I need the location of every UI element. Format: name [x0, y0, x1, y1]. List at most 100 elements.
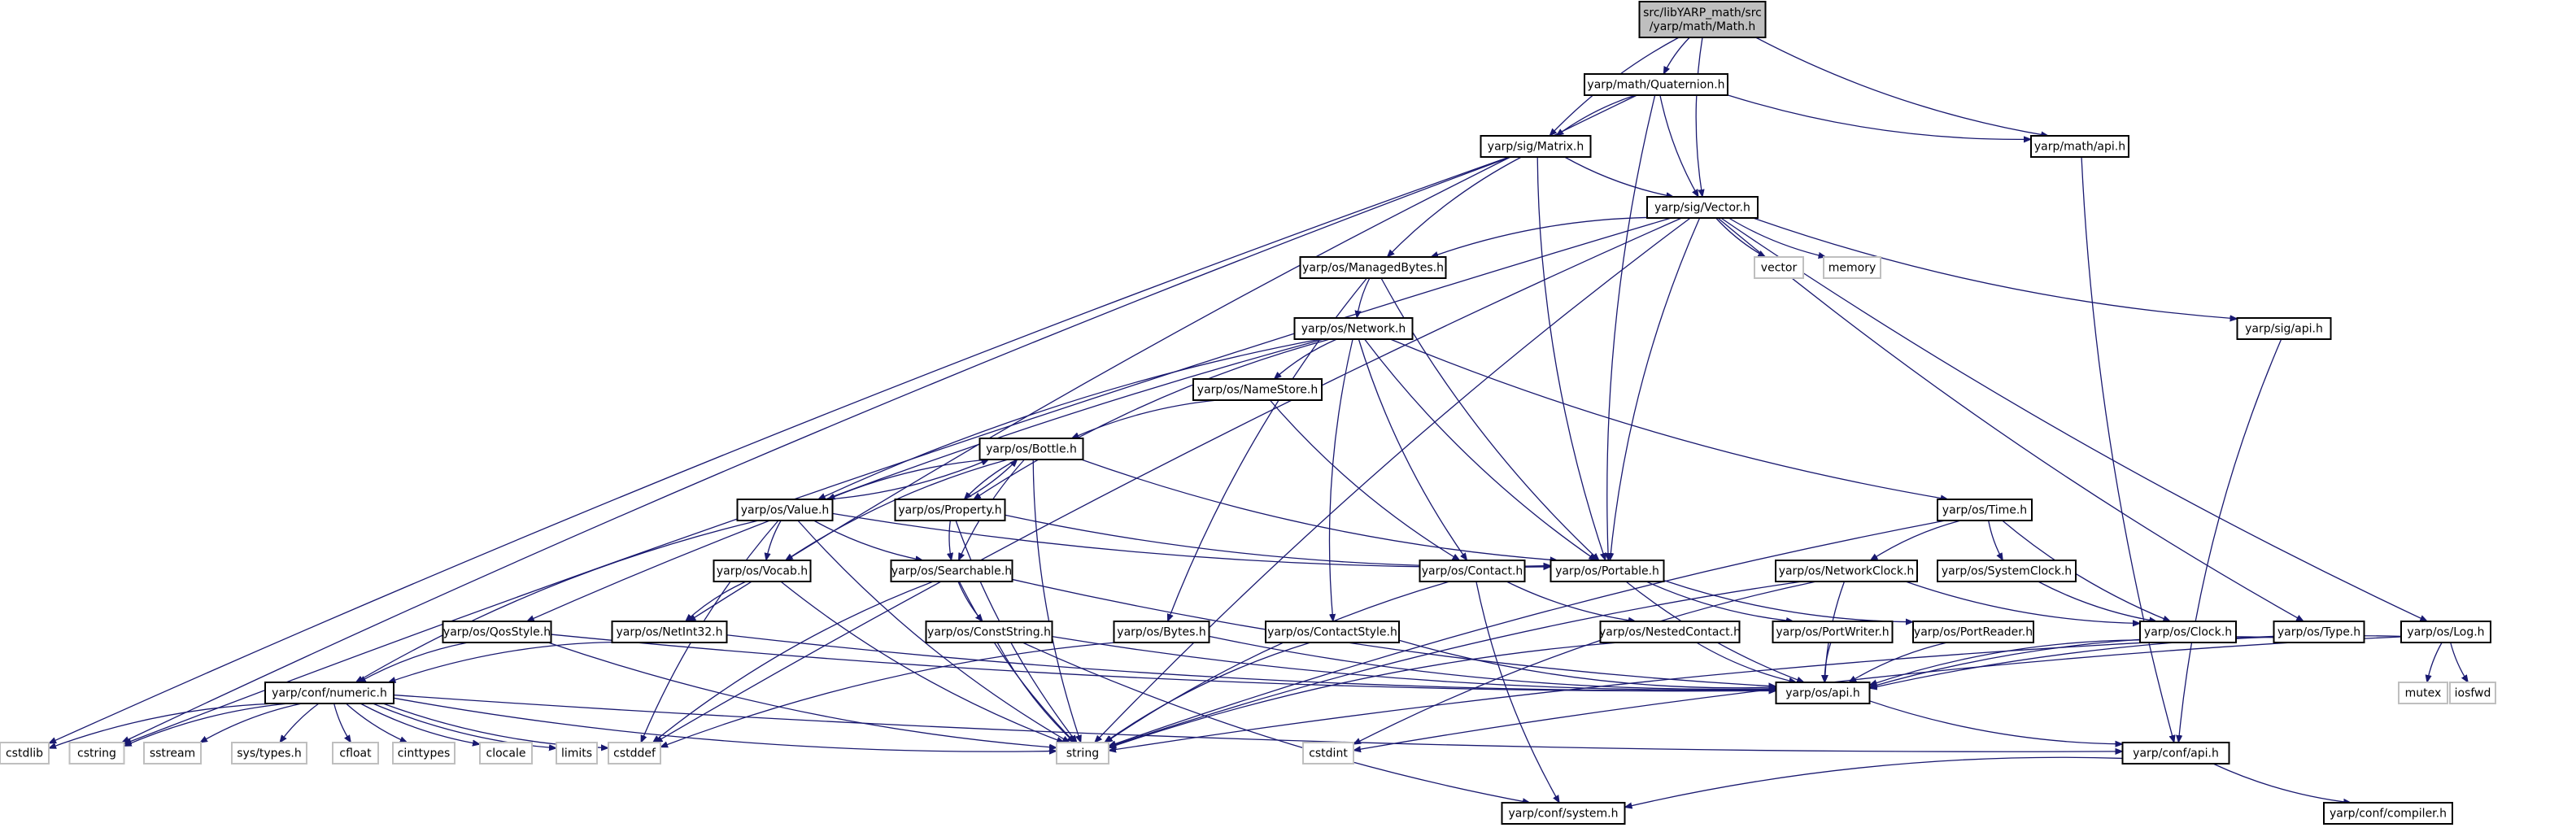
node-label-contact-0: yarp/os/Contact.h — [1422, 564, 1523, 577]
node-portable[interactable]: yarp/os/Portable.h — [1550, 560, 1665, 582]
edge-network-to-contact — [1358, 338, 1467, 560]
node-managed[interactable]: yarp/os/ManagedBytes.h — [1299, 256, 1447, 279]
edge-numeric-to-systypes — [280, 703, 320, 743]
node-qos[interactable]: yarp/os/QosStyle.h — [442, 621, 552, 643]
node-type[interactable]: yarp/os/Type.h — [2273, 621, 2365, 643]
edge-time-to-sysclock — [1988, 520, 2003, 560]
node-box-confsystem — [1501, 802, 1626, 825]
node-numeric[interactable]: yarp/conf/numeric.h — [264, 682, 394, 704]
edge-matrix-to-cstring — [122, 156, 1511, 743]
node-label-mutex-0: mutex — [2405, 686, 2442, 699]
edge-value-to-bottle — [827, 459, 989, 500]
node-sysclock[interactable]: yarp/os/SystemClock.h — [1937, 560, 2077, 582]
node-label-managed-0: yarp/os/ManagedBytes.h — [1302, 261, 1444, 274]
nodes-layer: src/libYARP_math/src/yarp/math/Math.hyar… — [0, 1, 2496, 825]
edge-conststr-to-confsystem — [1022, 642, 1530, 803]
node-quat[interactable]: yarp/math/Quaternion.h — [1584, 73, 1728, 96]
node-time[interactable]: yarp/os/Time.h — [1937, 499, 2033, 521]
node-property[interactable]: yarp/os/Property.h — [894, 499, 1006, 521]
node-cstdlib: cstdlib — [0, 742, 50, 764]
edges-layer — [49, 37, 2468, 808]
edge-numeric-to-cfloat — [333, 703, 351, 743]
node-searchable[interactable]: yarp/os/Searchable.h — [890, 560, 1013, 582]
node-label-vector_std-0: vector — [1761, 261, 1798, 274]
node-box-vector_std — [1754, 256, 1804, 279]
edge-qos-to-numeric — [359, 642, 469, 682]
node-osapi[interactable]: yarp/os/api.h — [1775, 682, 1871, 704]
node-conststr[interactable]: yarp/os/ConstString.h — [925, 621, 1053, 643]
node-confsystem[interactable]: yarp/conf/system.h — [1501, 802, 1626, 825]
edge-vector-to-memory_std — [1728, 217, 1825, 257]
edge-qos-to-string — [547, 642, 1057, 747]
node-label-mathapi-0: yarp/math/api.h — [2034, 140, 2125, 153]
node-box-log — [2400, 621, 2491, 643]
edge-network-to-contactstyle — [1329, 338, 1353, 621]
node-box-matrix — [1480, 135, 1592, 158]
node-box-iosfwd — [2449, 682, 2496, 704]
node-matrix[interactable]: yarp/sig/Matrix.h — [1480, 135, 1592, 158]
edge-bytes-to-osapi — [1209, 635, 1776, 689]
edge-netclock-to-cstdint — [1353, 581, 1817, 745]
node-contactstyle[interactable]: yarp/os/ContactStyle.h — [1265, 621, 1400, 643]
node-nested[interactable]: yarp/os/NestedContact.h — [1599, 621, 1741, 643]
node-systypes: sys/types.h — [231, 742, 307, 764]
edge-bottle-to-value — [828, 459, 989, 500]
edge-vector-to-portable — [1610, 217, 1701, 560]
node-box-portwriter — [1772, 621, 1894, 643]
node-label-limits-0: limits — [561, 747, 592, 760]
node-label-log-0: yarp/os/Log.h — [2407, 625, 2484, 638]
node-label-searchable-0: yarp/os/Searchable.h — [891, 564, 1012, 577]
node-memory_std: memory — [1823, 256, 1881, 279]
edge-log-to-cstdint — [1353, 636, 2402, 751]
node-box-limits — [556, 742, 598, 764]
node-box-contactstyle — [1265, 621, 1400, 643]
node-confcompiler[interactable]: yarp/conf/compiler.h — [2323, 802, 2453, 825]
node-netclock[interactable]: yarp/os/NetworkClock.h — [1775, 560, 1918, 582]
node-portwriter[interactable]: yarp/os/PortWriter.h — [1772, 621, 1894, 643]
node-box-cstddef — [608, 742, 661, 764]
node-box-netint — [611, 621, 728, 643]
node-label-portwriter-0: yarp/os/PortWriter.h — [1776, 625, 1889, 638]
node-namestore[interactable]: yarp/os/NameStore.h — [1192, 378, 1323, 401]
node-box-value — [736, 499, 834, 521]
node-bottle[interactable]: yarp/os/Bottle.h — [979, 438, 1084, 460]
node-box-mathapi — [2030, 135, 2129, 158]
node-label-math_h-1: /yarp/math/Math.h — [1650, 20, 1756, 33]
node-mathapi[interactable]: yarp/math/api.h — [2030, 135, 2129, 158]
edge-math_h-to-quat — [1663, 37, 1690, 74]
edge-contact-to-confsystem — [1475, 581, 1559, 803]
node-box-portable — [1550, 560, 1665, 582]
node-label-string-0: string — [1066, 747, 1099, 760]
node-label-netclock-0: yarp/os/NetworkClock.h — [1779, 564, 1915, 577]
node-log[interactable]: yarp/os/Log.h — [2400, 621, 2491, 643]
node-box-vector — [1646, 196, 1759, 219]
node-bytes[interactable]: yarp/os/Bytes.h — [1113, 621, 1210, 643]
node-clock[interactable]: yarp/os/Clock.h — [2139, 621, 2237, 643]
node-box-type — [2273, 621, 2365, 643]
node-network[interactable]: yarp/os/Network.h — [1293, 317, 1414, 340]
node-contact[interactable]: yarp/os/Contact.h — [1419, 560, 1526, 582]
edge-sigapi-to-confapi — [2178, 338, 2282, 743]
edge-vector-to-managed — [1431, 216, 1648, 257]
node-sigapi[interactable]: yarp/sig/api.h — [2236, 317, 2332, 340]
edge-log-to-mutex — [2427, 642, 2443, 682]
edge-bottle-to-property — [964, 459, 1018, 499]
edge-time-to-string — [1109, 520, 1946, 746]
node-label-sigapi-0: yarp/sig/api.h — [2245, 322, 2323, 335]
node-label-cfloat-0: cfloat — [339, 747, 372, 760]
node-limits: limits — [556, 742, 598, 764]
node-cinttypes: cinttypes — [392, 742, 455, 764]
node-box-string — [1056, 742, 1109, 764]
node-vector[interactable]: yarp/sig/Vector.h — [1646, 196, 1759, 219]
node-netint[interactable]: yarp/os/NetInt32.h — [611, 621, 728, 643]
node-math_h[interactable]: src/libYARP_math/src/yarp/math/Math.h — [1638, 1, 1767, 38]
node-box-systypes — [231, 742, 307, 764]
node-box-bottle — [979, 438, 1084, 460]
node-box-osapi — [1775, 682, 1871, 704]
node-confapi[interactable]: yarp/conf/api.h — [2121, 742, 2230, 764]
node-vocab[interactable]: yarp/os/Vocab.h — [713, 560, 812, 582]
node-label-network-0: yarp/os/Network.h — [1301, 322, 1406, 335]
node-box-cfloat — [332, 742, 379, 764]
node-portreader[interactable]: yarp/os/PortReader.h — [1912, 621, 2034, 643]
node-value[interactable]: yarp/os/Value.h — [736, 499, 834, 521]
